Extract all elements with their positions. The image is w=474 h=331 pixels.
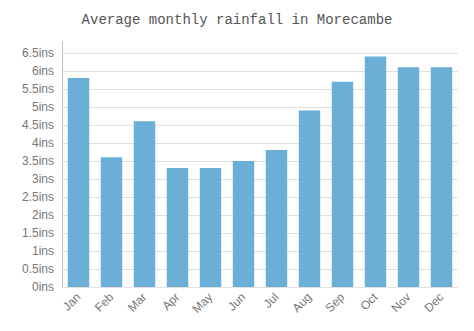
svg-text:2.5ins: 2.5ins	[22, 190, 54, 204]
svg-text:5ins: 5ins	[32, 100, 54, 114]
svg-text:Oct: Oct	[357, 290, 381, 314]
svg-text:6.5ins: 6.5ins	[22, 46, 54, 60]
svg-text:Jul: Jul	[261, 290, 282, 311]
svg-text:3.5ins: 3.5ins	[22, 154, 54, 168]
svg-text:6ins: 6ins	[32, 64, 54, 78]
svg-text:Aug: Aug	[289, 290, 314, 315]
svg-text:Jun: Jun	[225, 290, 249, 314]
svg-text:Dec: Dec	[421, 290, 446, 315]
svg-text:5.5ins: 5.5ins	[22, 82, 54, 96]
svg-text:0ins: 0ins	[32, 280, 54, 294]
svg-text:0.5ins: 0.5ins	[22, 262, 54, 276]
svg-text:4ins: 4ins	[32, 136, 54, 150]
svg-text:Feb: Feb	[92, 290, 117, 315]
svg-text:1.5ins: 1.5ins	[22, 226, 54, 240]
svg-text:Nov: Nov	[388, 290, 413, 315]
svg-text:Apr: Apr	[159, 290, 182, 313]
svg-text:Jan: Jan	[60, 290, 84, 314]
svg-text:3ins: 3ins	[32, 172, 54, 186]
svg-text:May: May	[190, 290, 216, 316]
svg-text:4.5ins: 4.5ins	[22, 118, 54, 132]
svg-text:Average monthly rainfall in Mo: Average monthly rainfall in Morecambe	[82, 12, 393, 28]
svg-text:Mar: Mar	[125, 290, 150, 314]
svg-text:Sep: Sep	[322, 290, 347, 315]
svg-text:1ins: 1ins	[32, 244, 54, 258]
svg-text:2ins: 2ins	[32, 208, 54, 222]
